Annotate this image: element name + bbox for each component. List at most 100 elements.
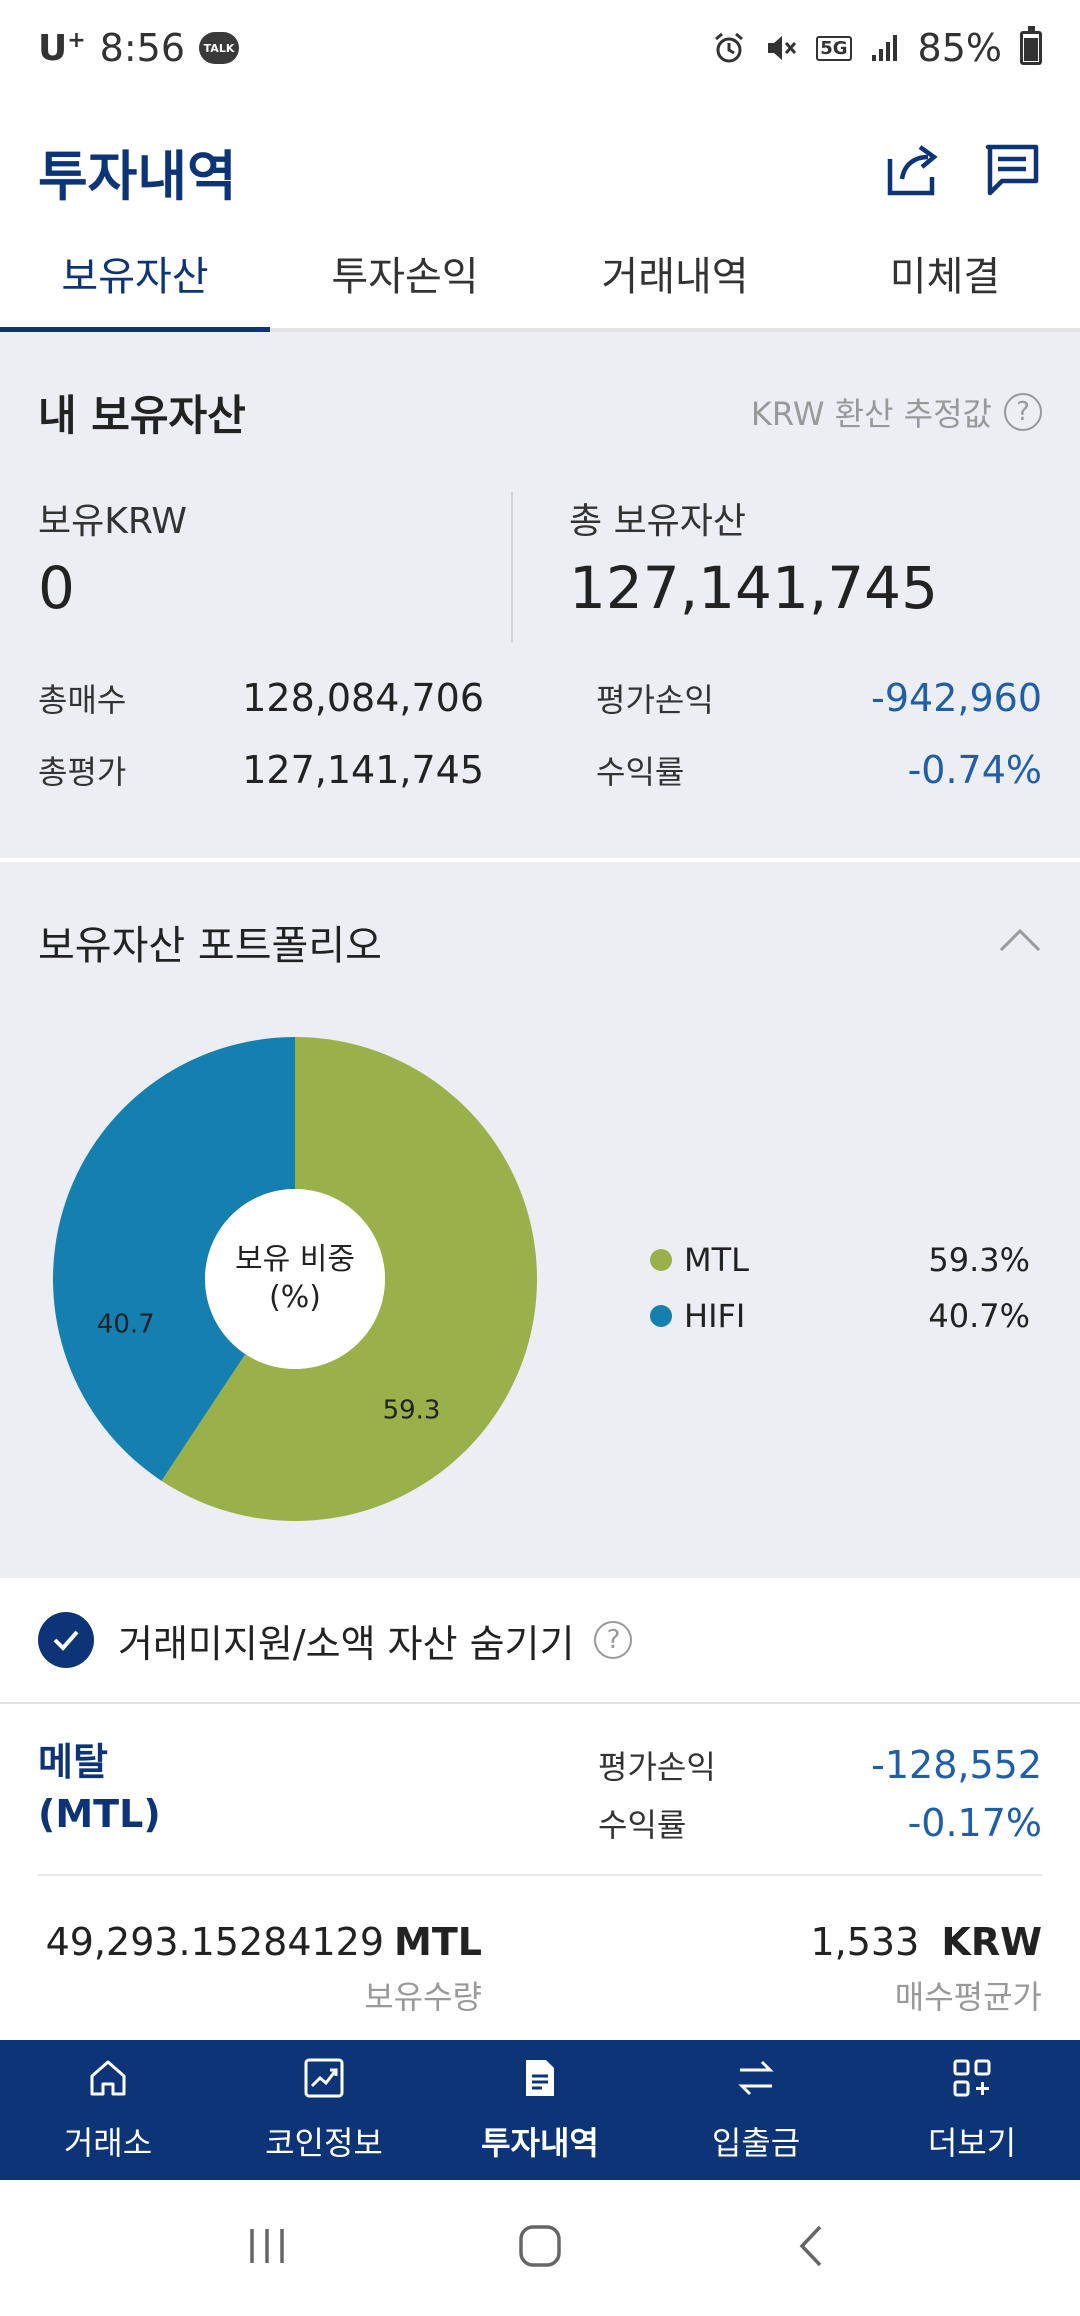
status-bar: U+ 8:56 TALK 5G 85% bbox=[0, 0, 1080, 96]
pie-center-line1: 보유 비중 bbox=[235, 1242, 355, 1277]
legend-name-hifi: HIFI bbox=[684, 1297, 746, 1335]
more-grid-icon bbox=[950, 2056, 994, 2108]
portfolio-legend: MTL 59.3% HIFI 40.7% bbox=[650, 1232, 1030, 1344]
pie-label-hifi: 40.7 bbox=[97, 1310, 155, 1340]
checkbox-checked-icon[interactable] bbox=[38, 1612, 94, 1668]
legend-pct-mtl: 59.3% bbox=[928, 1241, 1030, 1279]
bottom-nav: 거래소 코인정보 투자내역 입출금 더보기 bbox=[0, 2040, 1080, 2180]
return-row: 수익률 -0.74% bbox=[596, 734, 1042, 806]
chart-icon bbox=[302, 2056, 346, 2108]
krw-holding: 보유KRW 0 bbox=[38, 492, 513, 642]
kakaotalk-icon: TALK bbox=[199, 32, 240, 64]
network-5g-icon: 5G bbox=[816, 35, 852, 61]
total-holding: 총 보유자산 127,141,745 bbox=[569, 492, 1042, 642]
status-left: U+ 8:56 TALK bbox=[38, 26, 240, 70]
pie-slice-hifi[interactable] bbox=[52, 1037, 296, 1481]
asset-metrics: 평가손익 -128,552 수익률 -0.17% bbox=[598, 1736, 1042, 1874]
nav-exchange[interactable]: 거래소 bbox=[0, 2040, 216, 2180]
header-actions bbox=[882, 139, 1042, 203]
portfolio-pie-chart: 59.3 40.7 보유 비중 (%) bbox=[50, 1034, 540, 1524]
legend-pct-hifi: 40.7% bbox=[928, 1297, 1030, 1335]
nav-investment-history[interactable]: 투자내역 bbox=[432, 2040, 648, 2180]
home-icon bbox=[86, 2056, 130, 2108]
nav-more[interactable]: 더보기 bbox=[864, 2040, 1080, 2180]
recent-apps-icon[interactable] bbox=[242, 2221, 292, 2275]
asset-card-bottom: 49,293.15284129 MTL 보유수량 1,533 KRW 매수평균가 bbox=[38, 1876, 1042, 2018]
legend-dot-hifi bbox=[650, 1305, 672, 1327]
tab-investment-pnl[interactable]: 투자손익 bbox=[331, 254, 479, 300]
pie-center-line2: (%) bbox=[269, 1280, 321, 1315]
asset-quantity: 49,293.15284129 MTL 보유수량 bbox=[38, 1920, 482, 2018]
help-icon[interactable]: ? bbox=[1004, 393, 1042, 431]
tab-bar: 보유자산 투자손익 거래내역 미체결 bbox=[0, 218, 1080, 332]
pie-label-mtl: 59.3 bbox=[383, 1396, 441, 1426]
tab-holdings[interactable]: 보유자산 bbox=[0, 218, 270, 332]
metrics-left: 총매수 128,084,706 총평가 127,141,745 bbox=[38, 662, 484, 806]
hide-small-assets-label[interactable]: 거래미지원/소액 자산 숨기기 bbox=[118, 1621, 575, 1666]
home-button-icon[interactable] bbox=[515, 2221, 565, 2275]
total-buy-row: 총매수 128,084,706 bbox=[38, 662, 484, 734]
alarm-icon bbox=[712, 31, 746, 65]
nav-more-label: 더보기 bbox=[927, 2124, 1017, 2162]
nav-exchange-label: 거래소 bbox=[63, 2124, 153, 2162]
legend-item-mtl: MTL 59.3% bbox=[650, 1232, 1030, 1288]
summary-metrics: 총매수 128,084,706 총평가 127,141,745 평가손익 -94… bbox=[38, 662, 1042, 806]
total-buy-value: 128,084,706 bbox=[242, 676, 484, 720]
pie-slice-mtl[interactable] bbox=[161, 1037, 537, 1521]
pnl-label: 평가손익 bbox=[596, 681, 714, 719]
legend-item-hifi: HIFI 40.7% bbox=[650, 1288, 1030, 1344]
legend-name-mtl: MTL bbox=[684, 1241, 749, 1279]
status-right: 5G 85% bbox=[712, 26, 1042, 70]
total-value: 127,141,745 bbox=[569, 554, 938, 622]
asset-name: 메탈 (MTL) bbox=[38, 1736, 598, 1874]
help-icon[interactable]: ? bbox=[594, 1621, 633, 1659]
asset-pnl-value: -128,552 bbox=[871, 1743, 1042, 1787]
portfolio-section: 보유자산 포트폴리오 59.3 40.7 보유 비중 (%) MTL 59.3% … bbox=[0, 862, 1080, 1578]
nav-investment-history-label: 투자내역 bbox=[481, 2124, 599, 2162]
return-label: 수익률 bbox=[596, 753, 685, 791]
tab-transactions[interactable]: 거래내역 bbox=[601, 254, 749, 300]
total-eval-value: 127,141,745 bbox=[242, 748, 484, 792]
asset-avg-price-caption: 매수평균가 bbox=[894, 1978, 1042, 2016]
asset-name-korean: 메탈 bbox=[38, 1740, 108, 1784]
nav-deposit-withdraw[interactable]: 입출금 bbox=[648, 2040, 864, 2180]
krw-estimate-note[interactable]: KRW 환산 추정값 ? bbox=[751, 389, 1042, 435]
clock: 8:56 bbox=[99, 26, 186, 70]
tab-pending-orders[interactable]: 미체결 bbox=[889, 254, 1001, 300]
asset-quantity-caption: 보유수량 bbox=[364, 1978, 482, 2016]
portfolio-title: 보유자산 포트폴리오 bbox=[38, 923, 382, 969]
total-eval-label: 총평가 bbox=[38, 753, 127, 791]
chat-icon[interactable] bbox=[982, 139, 1042, 203]
page-title: 투자내역 bbox=[38, 144, 237, 208]
mute-icon bbox=[764, 31, 798, 65]
total-eval-row: 총평가 127,141,745 bbox=[38, 734, 484, 806]
asset-card-mtl[interactable]: 메탈 (MTL) 평가손익 -128,552 수익률 -0.17% 49,293… bbox=[0, 1706, 1080, 2042]
nav-deposit-withdraw-label: 입출금 bbox=[711, 2124, 801, 2162]
nav-coin-info-label: 코인정보 bbox=[265, 2124, 383, 2162]
carrier-label: U+ bbox=[38, 27, 86, 69]
asset-pnl-row: 평가손익 -128,552 bbox=[598, 1736, 1042, 1794]
legend-dot-mtl bbox=[650, 1249, 672, 1271]
share-icon[interactable] bbox=[882, 139, 942, 203]
back-icon[interactable] bbox=[788, 2221, 838, 2275]
hide-small-assets-toggle[interactable]: 거래미지원/소액 자산 숨기기 ? bbox=[0, 1578, 1080, 1704]
portfolio-header: 보유자산 포트폴리오 bbox=[0, 862, 1080, 1022]
asset-avg-price-value: 1,533 KRW bbox=[810, 1920, 1042, 1964]
nav-coin-info[interactable]: 코인정보 bbox=[216, 2040, 432, 2180]
holdings-row: 보유KRW 0 총 보유자산 127,141,745 bbox=[38, 492, 1042, 642]
chevron-up-icon[interactable] bbox=[998, 927, 1042, 957]
pie-chart-svg: 59.3 40.7 bbox=[52, 1037, 537, 1521]
battery-percent: 85% bbox=[917, 26, 1002, 70]
transfer-icon bbox=[734, 2056, 778, 2108]
battery-icon bbox=[1020, 26, 1042, 65]
return-value: -0.74% bbox=[907, 748, 1042, 792]
summary-header: 내 보유자산 KRW 환산 추정값 ? bbox=[38, 332, 1042, 492]
document-icon bbox=[518, 2056, 562, 2108]
holdings-summary: 내 보유자산 KRW 환산 추정값 ? 보유KRW 0 총 보유자산 127,1… bbox=[0, 332, 1080, 858]
asset-pnl-label: 평가손익 bbox=[598, 1748, 716, 1786]
krw-value: 0 bbox=[38, 554, 75, 622]
system-nav-bar bbox=[0, 2180, 1080, 2316]
asset-ticker: (MTL) bbox=[38, 1792, 161, 1836]
pnl-value: -942,960 bbox=[871, 676, 1042, 720]
asset-return-value: -0.17% bbox=[907, 1801, 1042, 1845]
